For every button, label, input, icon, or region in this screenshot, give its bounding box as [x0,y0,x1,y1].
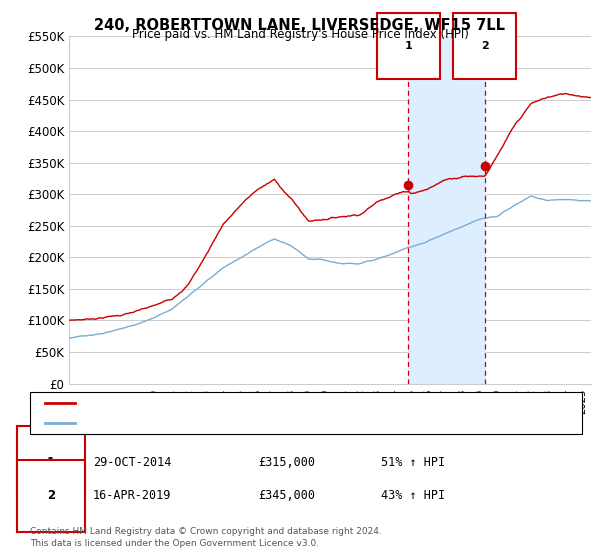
Text: 240, ROBERTTOWN LANE, LIVERSEDGE, WF15 7LL: 240, ROBERTTOWN LANE, LIVERSEDGE, WF15 7… [95,18,505,33]
Bar [409,36,485,384]
Text: 16-APR-2019: 16-APR-2019 [93,489,172,502]
Text: 2: 2 [47,489,55,502]
Text: Contains HM Land Registry data © Crown copyright and database right 2024.: Contains HM Land Registry data © Crown c… [30,528,382,536]
Text: Price paid vs. HM Land Registry's House Price Index (HPI): Price paid vs. HM Land Registry's House … [131,28,469,41]
Text: £315,000: £315,000 [258,455,315,469]
Text: 29-OCT-2014: 29-OCT-2014 [93,455,172,469]
Text: 1: 1 [404,41,412,51]
Text: 1: 1 [47,455,55,469]
Text: 2: 2 [481,41,488,51]
Text: £345,000: £345,000 [258,489,315,502]
Text: 51% ↑ HPI: 51% ↑ HPI [381,455,445,469]
Text: HPI: Average price, detached house, Kirklees: HPI: Average price, detached house, Kirk… [81,418,326,428]
Text: 43% ↑ HPI: 43% ↑ HPI [381,489,445,502]
Text: This data is licensed under the Open Government Licence v3.0.: This data is licensed under the Open Gov… [30,539,319,548]
Text: 240, ROBERTTOWN LANE, LIVERSEDGE, WF15 7LL (detached house): 240, ROBERTTOWN LANE, LIVERSEDGE, WF15 7… [81,398,455,408]
